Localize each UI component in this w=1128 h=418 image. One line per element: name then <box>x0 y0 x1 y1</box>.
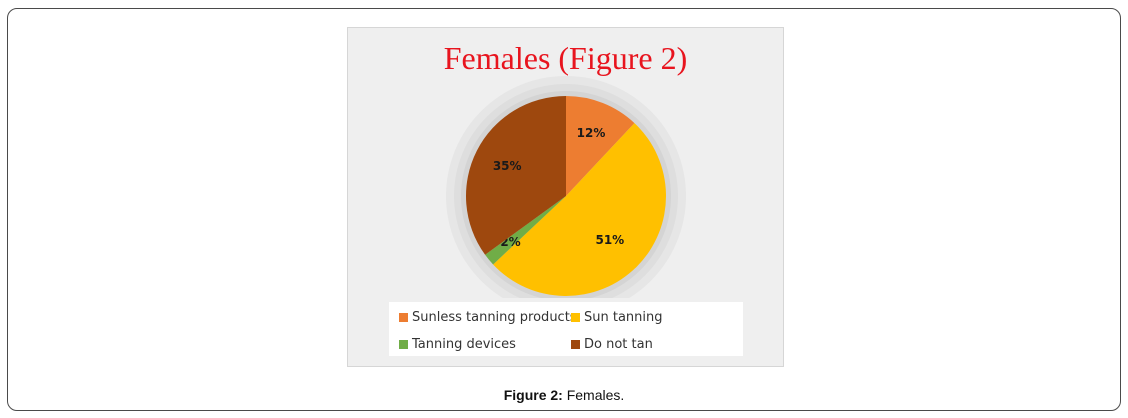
caption-label: Figure 2: <box>503 387 563 403</box>
pie-slice-sunless-tanning-products <box>566 96 635 196</box>
pie-slice-tanning-devices <box>485 196 566 265</box>
legend-swatch <box>399 313 408 322</box>
chart-legend: Sunless tanning products Sun tanning Tanni… <box>389 302 743 356</box>
figure-caption: Figure 2: Females. <box>0 387 1128 403</box>
data-label: 12% <box>577 126 606 140</box>
chart-area: Females (Figure 2) 12% 51% 2% 35% Sunless t… <box>347 27 784 367</box>
legend-item: Sun tanning <box>571 310 663 325</box>
legend-swatch <box>571 340 580 349</box>
data-label: 35% <box>493 159 522 173</box>
pie-slice-do-not-tan <box>466 96 566 255</box>
pie-chart: 12%51%2%35% <box>446 76 686 298</box>
chart-title: Females (Figure 2) <box>443 40 688 76</box>
legend-label: Do not tan <box>584 337 653 352</box>
legend-swatch <box>399 340 408 349</box>
legend-swatch <box>571 313 580 322</box>
legend-item: Sunless tanning products <box>399 310 577 325</box>
legend-label: Tanning devices <box>412 337 516 352</box>
legend-label: Sunless tanning products <box>412 310 577 325</box>
caption-text: Females. <box>562 387 625 403</box>
pie-slice-sun-tanning <box>493 123 667 297</box>
legend-item: Tanning devices <box>399 337 516 352</box>
data-label: 51% <box>595 233 624 247</box>
legend-label: Sun tanning <box>584 310 663 325</box>
legend-item: Do not tan <box>571 337 653 352</box>
